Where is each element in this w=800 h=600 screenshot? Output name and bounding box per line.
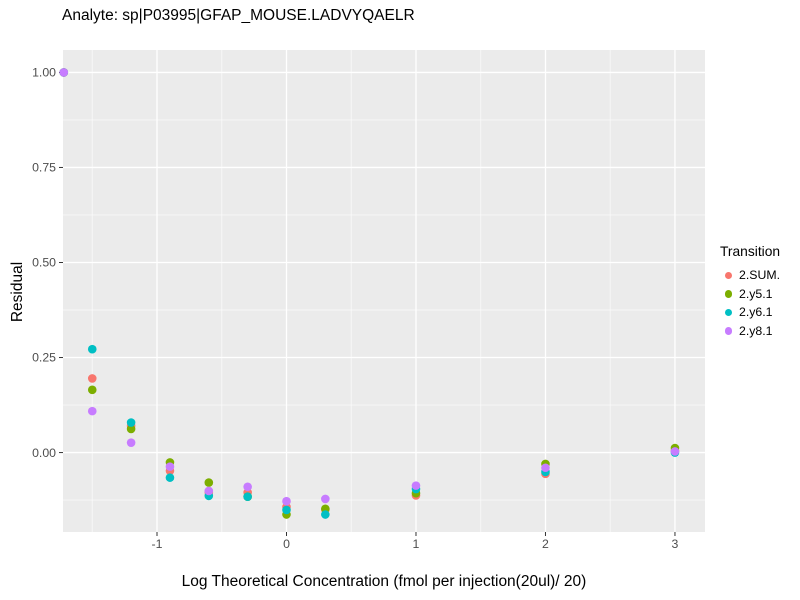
data-point	[204, 478, 214, 487]
x-tick-label: 3	[672, 537, 679, 551]
x-tick-label: 0	[283, 537, 290, 551]
legend-key	[720, 285, 737, 302]
legend-key	[720, 304, 737, 321]
data-point	[282, 505, 291, 515]
data-point	[321, 494, 330, 504]
x-tick-label: 2	[542, 537, 549, 551]
legend: Transition 2.SUM. 2.y5.1 2.y6.1 2.y8.1	[720, 244, 780, 340]
data-point	[165, 473, 175, 482]
data-point	[126, 418, 136, 427]
y-tick-label: 0.00	[32, 446, 56, 460]
data-point	[165, 462, 175, 471]
legend-key	[720, 322, 737, 339]
x-axis-title: Log Theoretical Concentration (fmol per …	[181, 573, 587, 590]
y-tick-label: 0.75	[32, 161, 56, 175]
legend-item: 2.y5.1	[720, 285, 780, 304]
data-point	[87, 374, 97, 383]
legend-item: 2.y6.1	[720, 303, 780, 322]
data-point	[541, 463, 550, 473]
data-point	[243, 482, 252, 492]
data-point	[204, 486, 214, 496]
x-tick-label: -1	[152, 537, 163, 551]
legend-item: 2.SUM.	[720, 266, 780, 285]
legend-title: Transition	[720, 244, 781, 259]
y-axis-title: Residual	[9, 261, 26, 323]
legend-point-icon	[724, 290, 733, 298]
data-point	[87, 406, 97, 416]
legend-item-label: 2.y6.1	[739, 305, 773, 320]
y-tick-label: 0.50	[32, 256, 56, 270]
data-point	[282, 496, 291, 506]
data-point	[670, 447, 680, 456]
y-tick-label: 0.25	[32, 351, 56, 365]
legend-item-label: 2.y5.1	[739, 286, 773, 301]
legend-item-label: 2.SUM.	[739, 268, 780, 283]
data-point	[59, 68, 69, 77]
legend-item-label: 2.y8.1	[739, 323, 773, 338]
legend-item: 2.y8.1	[720, 322, 780, 341]
data-point	[126, 438, 136, 447]
chart-title: Analyte: sp|P03995|GFAP_MOUSE.LADVYQAELR	[62, 7, 415, 24]
data-point	[87, 385, 97, 395]
data-point	[87, 344, 97, 354]
legend-point-icon	[724, 327, 733, 335]
legend-point-icon	[724, 308, 733, 316]
data-point	[411, 481, 421, 490]
legend-point-icon	[724, 271, 733, 279]
data-point	[243, 492, 252, 501]
legend-key	[720, 267, 737, 284]
x-tick-label: 1	[413, 537, 420, 551]
data-point	[321, 510, 330, 519]
panel-background	[63, 50, 705, 532]
legend-items: 2.SUM. 2.y5.1 2.y6.1 2.y8.1	[720, 266, 780, 340]
data-point	[126, 424, 136, 434]
y-tick-label: 1.00	[32, 66, 56, 80]
